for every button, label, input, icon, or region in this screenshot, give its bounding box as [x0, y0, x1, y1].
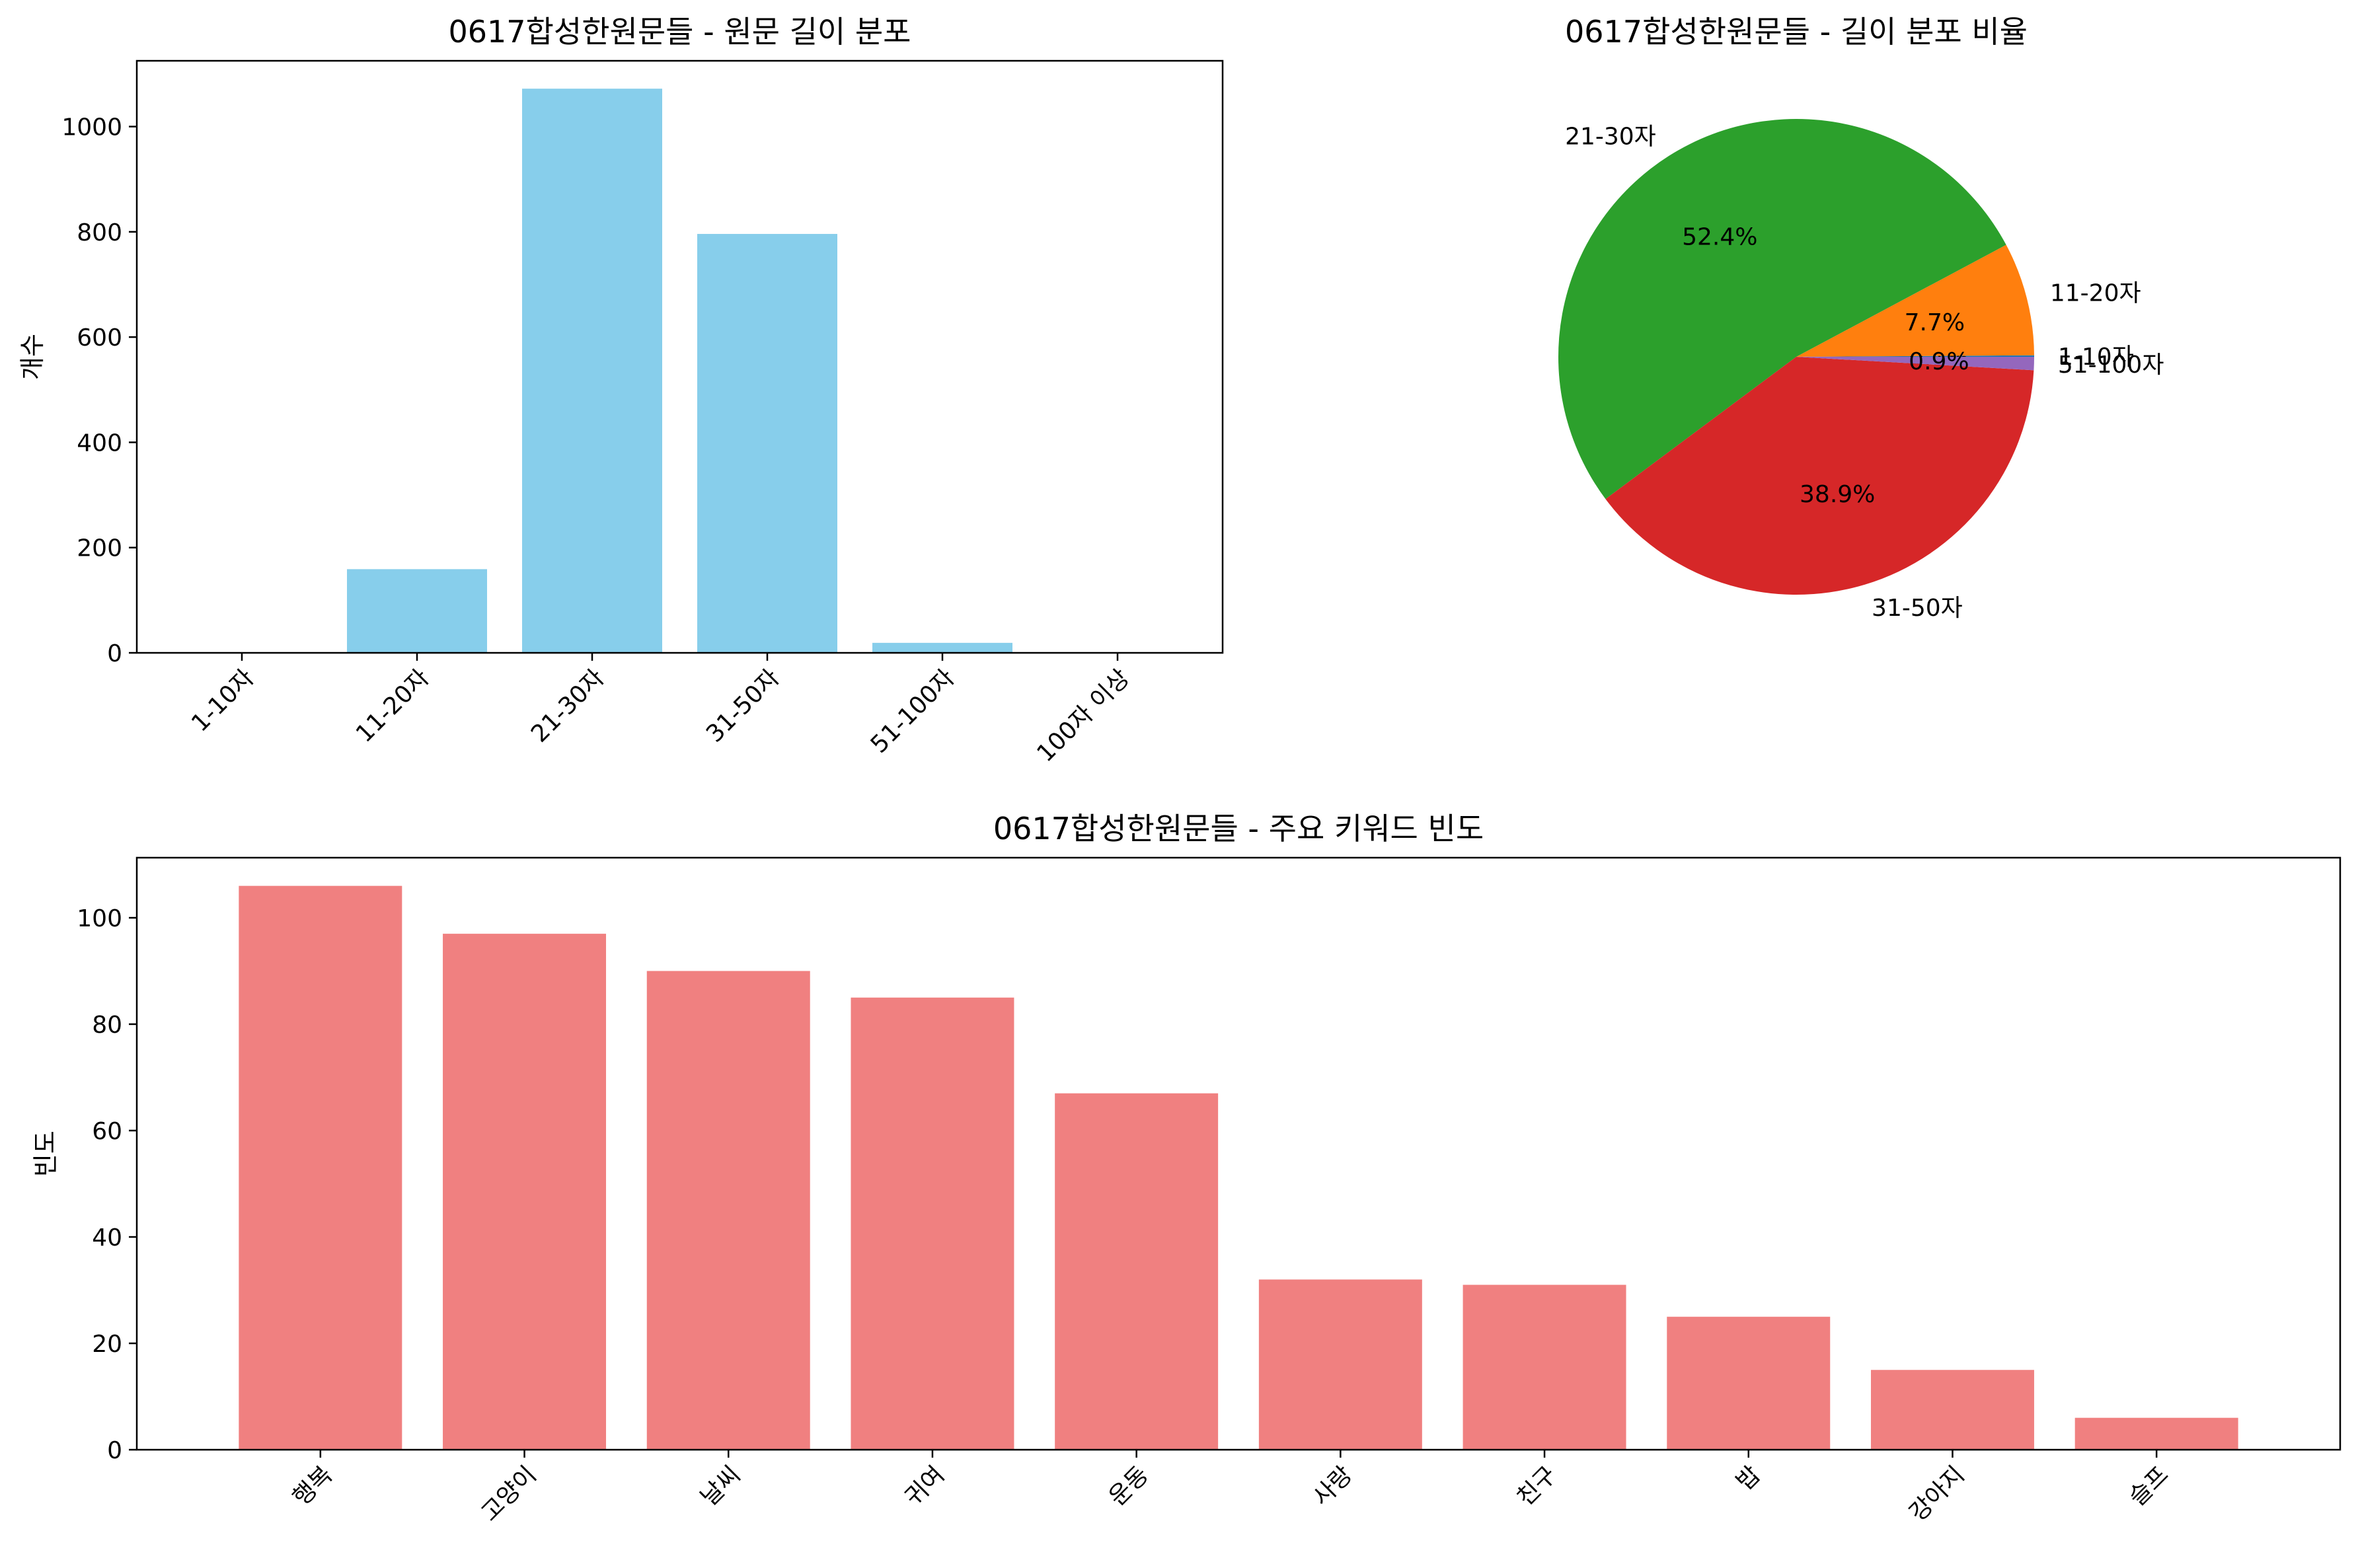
x-tick-label: 슬프 [2124, 1461, 2174, 1511]
y-axis-label: 개수 [18, 334, 47, 380]
pie-chart-marks: 1-10자0.1%11-20자7.7%21-30자52.4%31-50자38.9… [1558, 118, 2164, 622]
y-tick-label: 60 [92, 1118, 122, 1145]
x-tick-label: 51-100자 [866, 664, 960, 759]
x-tick-label: 귀여 [899, 1461, 950, 1511]
bar-31-50자 [697, 234, 837, 653]
pie-label: 31-50자 [1872, 595, 1963, 622]
length-ratio-pie-chart: 0617합성한원문들 - 길이 분포 비율 1-10자0.1%11-20자7.7… [1558, 14, 2164, 622]
bar-11-20자 [347, 569, 487, 653]
bar-슬프 [2074, 1417, 2238, 1450]
y-tick-label: 80 [92, 1012, 122, 1039]
plot-frame [135, 856, 2341, 1451]
y-tick-label: 200 [77, 535, 122, 562]
y-tick-label: 20 [92, 1331, 122, 1358]
y-tick-label: 0 [107, 640, 122, 667]
x-tick-label: 11-20자 [351, 664, 434, 747]
pie-chart-title: 0617합성한원문들 - 길이 분포 비율 [1565, 14, 2028, 50]
bar-사랑 [1258, 1279, 1422, 1450]
bar-날씨 [646, 971, 810, 1450]
x-tick-label: 강아지 [1905, 1461, 1970, 1526]
x-tick-label: 친구 [1512, 1461, 1562, 1511]
pie-slice-11-20자 [1796, 244, 2034, 357]
bar-chart-marks: 0 200 400 600 800 1000 1-10자 11-20자 21-30자 31-50자… [61, 89, 1135, 767]
keyword-chart-title: 0617합성한원문들 - 주요 키워드 빈도 [993, 811, 1484, 846]
bar-밥 [1667, 1316, 1831, 1450]
pie-label: 11-20자 [2050, 280, 2141, 307]
bar-행복 [239, 885, 402, 1450]
bar-51-100자 [872, 642, 1012, 653]
y-tick-label: 100 [77, 905, 122, 932]
x-tick-label: 31-50자 [701, 664, 784, 747]
pie-slice-31-50자 [1605, 357, 2034, 595]
keyword-frequency-bar-chart: 0617합성한원문들 - 주요 키워드 빈도 빈도 0 20 40 60 80 100 행복… [31, 811, 2341, 1527]
x-tick-label: 밥 [1731, 1461, 1766, 1495]
pie-percent-label: 7.7% [1905, 309, 1965, 336]
keyword-chart-marks: 0 20 40 60 80 100 행복 고양이 날씨 귀여 운동 사랑 친구 밥 강아지 슬프 [77, 885, 2238, 1527]
pie-label: 1-10자 [2058, 344, 2134, 371]
pie-percent-label: 52.4% [1682, 224, 1757, 251]
y-tick-label: 0 [107, 1437, 122, 1464]
pie-label: 21-30자 [1565, 124, 1656, 151]
pie-percent-label: 0.9% [1909, 348, 1969, 375]
y-tick-label: 40 [92, 1224, 122, 1251]
x-tick-label: 21-30자 [526, 664, 609, 747]
bar-친구 [1463, 1285, 1626, 1450]
bar-21-30자 [522, 89, 662, 653]
pie-slice-51-100자 [1796, 357, 2034, 371]
y-axis-label: 빈도 [31, 1131, 60, 1177]
y-tick-label: 1000 [61, 114, 122, 141]
x-tick-label: 사랑 [1308, 1461, 1358, 1511]
x-tick-label: 1-10자 [186, 664, 259, 737]
length-distribution-bar-chart: 0617합성한원문들 - 원문 길이 분포 개수 0 200 400 600 800 10… [18, 14, 1224, 767]
plot-frame [135, 59, 1224, 654]
y-tick-label: 600 [77, 324, 122, 352]
x-tick-label: 100자 이상 [1032, 664, 1135, 767]
x-tick-label: 행복 [287, 1461, 338, 1511]
pie-label: 51-100자 [2058, 352, 2164, 379]
x-tick-label: 운동 [1104, 1461, 1154, 1511]
pie-slice-1-10자 [1796, 355, 2034, 357]
bar-chart-title: 0617합성한원문들 - 원문 길이 분포 [449, 14, 911, 50]
y-tick-label: 400 [77, 429, 122, 457]
bar-운동 [1055, 1093, 1219, 1450]
y-tick-label: 800 [77, 219, 122, 246]
x-tick-label: 날씨 [696, 1461, 746, 1511]
pie-slice-21-30자 [1558, 118, 2006, 500]
x-tick-label: 고양이 [476, 1461, 542, 1526]
bar-강아지 [1870, 1370, 2034, 1450]
pie-percent-label: 38.9% [1800, 481, 1875, 508]
bar-귀여 [851, 997, 1014, 1450]
bar-고양이 [443, 934, 607, 1450]
